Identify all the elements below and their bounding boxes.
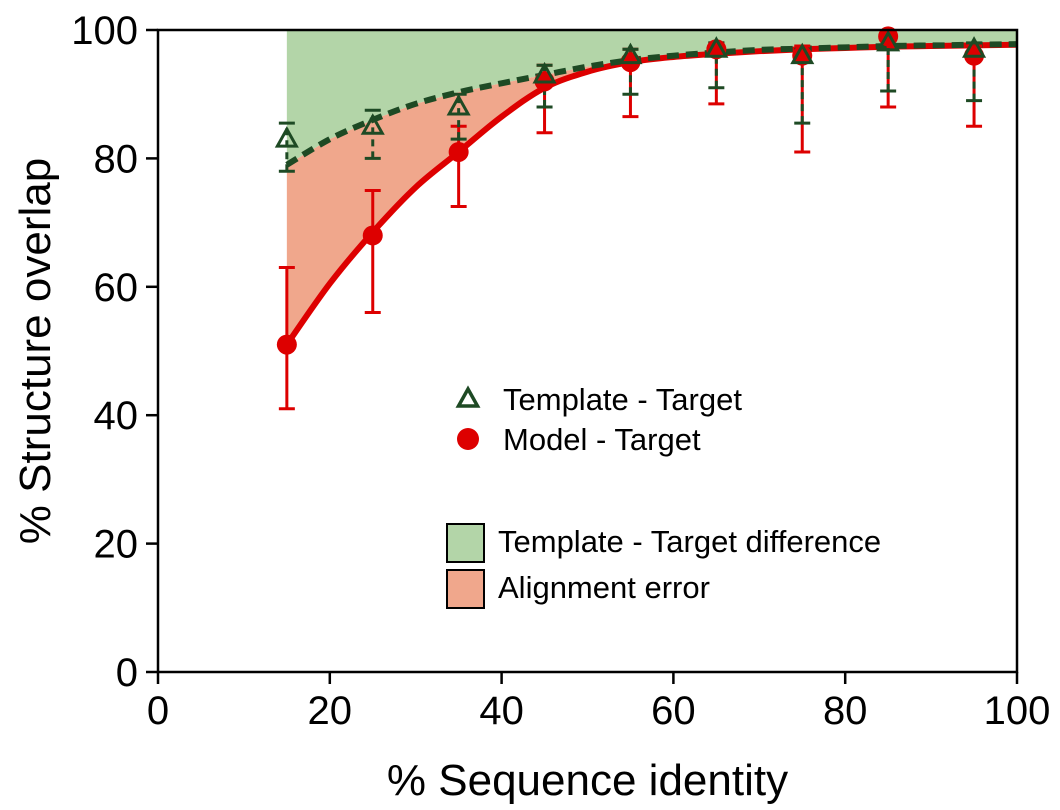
y-tick-label: 80: [94, 137, 139, 181]
plot-frame: [156, 28, 1019, 674]
template-target-point: [532, 61, 557, 84]
y-tick-label: 100: [71, 9, 138, 53]
x-tick-label: 100: [984, 689, 1051, 733]
template-target-point: [790, 42, 815, 65]
template-target-point: [961, 36, 987, 58]
x-axis-title: % Sequence identity: [387, 756, 788, 805]
x-tick-label: 0: [147, 689, 169, 733]
y-tick-label: 60: [94, 266, 139, 310]
legend-model-target-symbol: [457, 428, 479, 450]
legend-label: Template - Target: [503, 382, 742, 417]
template-target-point: [618, 42, 643, 65]
legend-template-target-difference-swatch: [446, 523, 485, 563]
region-template-target-difference: [286, 30, 1018, 165]
x-tick-label: 40: [479, 689, 524, 733]
x-tick-label: 20: [308, 689, 353, 733]
model-target-point: [706, 39, 727, 60]
axis-ticks: 0 20 40 60 80 100 0 20 40 60 80 100: [71, 9, 1050, 733]
template-target-point: [704, 36, 729, 58]
template-target-point: [446, 93, 471, 116]
legend-alignment-error-swatch: [446, 569, 485, 609]
x-tick-label: 60: [651, 689, 696, 733]
template-target-point: [360, 113, 385, 135]
model-target-point: [362, 225, 383, 246]
y-axis-title: % Structure overlap: [11, 158, 60, 544]
model-target-point: [276, 334, 297, 355]
region-alignment-error: [286, 44, 1018, 345]
filled-regions: [286, 30, 1018, 345]
model-target-fit-line: [284, 41, 1018, 347]
legend-label: Template - Target difference: [498, 524, 881, 559]
template-target-fit-line: [285, 41, 1018, 168]
template-target-point: [876, 29, 901, 52]
model-target-point: [448, 141, 469, 162]
fit-curves: [284, 41, 1018, 347]
y-tick-label: 0: [116, 651, 138, 695]
y-tick-label: 40: [94, 394, 139, 438]
legend: Template - Target Model - Target Template …: [446, 382, 881, 609]
legend-label: Alignment error: [498, 570, 710, 605]
legend-template-target-symbol: [455, 385, 481, 408]
x-tick-label: 80: [823, 689, 868, 733]
data-markers: [274, 26, 987, 355]
legend-label: Model - Target: [503, 422, 701, 457]
y-tick-label: 20: [94, 523, 139, 567]
model-target-point: [792, 45, 813, 66]
template-target-point: [274, 126, 299, 148]
